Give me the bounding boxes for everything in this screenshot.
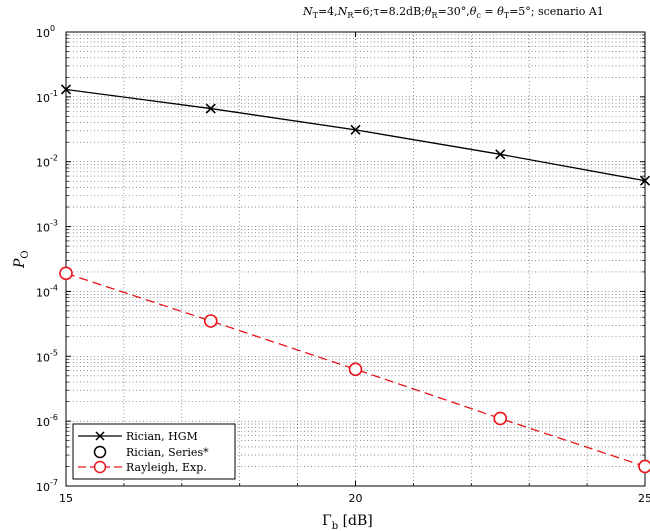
legend-red-circle-marker-icon [93,460,107,474]
legend-label-rayleigh-exp: Rayleigh, Exp. [126,461,207,474]
legend-label-rician-series: Rician, Series* [126,446,209,459]
y-tick-label: 10-5 [36,348,58,364]
data-point-rayleigh-exp [638,459,650,474]
chart-title: NT=4,NR=6;τ=8.2dB;θR=30°,θc = θT=5°; sce… [302,5,604,20]
series-line-rayleigh-exp [65,272,646,468]
legend-circle-marker-icon [93,445,107,459]
axis-ticks: 15 20 25 100 10-1 10-2 10-3 10-4 10-5 10-6 10-7 [36,24,650,505]
data-point-rician-hgm [60,84,72,95]
y-axis-title: PO [12,250,31,269]
y-tick-label: 10-7 [36,478,58,494]
y-tick-label: 10-4 [36,283,58,299]
legend: Rician, HGM Rician, Series* Rayleigh, Ex… [72,423,236,480]
x-tick-label: 20 [349,492,363,505]
grid [66,32,645,486]
data-point-rician-hgm [205,103,216,114]
series-layer [59,84,650,474]
data-point-rayleigh-exp [493,411,508,426]
data-point-rician-hgm [639,175,650,186]
data-point-rayleigh-exp [348,362,363,377]
y-tick-label: 100 [36,24,55,40]
x-tick-label: 25 [638,492,650,505]
data-point-rayleigh-exp [59,266,73,281]
y-tick-label: 10-2 [36,154,58,170]
legend-x-marker-icon [95,431,105,441]
y-tick-label: 10-1 [36,89,58,105]
data-point-rician-hgm [495,149,506,160]
y-tick-label: 10-6 [36,413,58,429]
x-tick-label: 15 [59,492,73,505]
data-point-rayleigh-exp [203,314,218,328]
legend-label-rician-hgm: Rician, HGM [126,430,198,443]
data-point-rician-hgm [350,124,361,135]
y-tick-label: 10-3 [36,219,58,235]
x-axis-title: Γb [dB] [322,513,373,531]
